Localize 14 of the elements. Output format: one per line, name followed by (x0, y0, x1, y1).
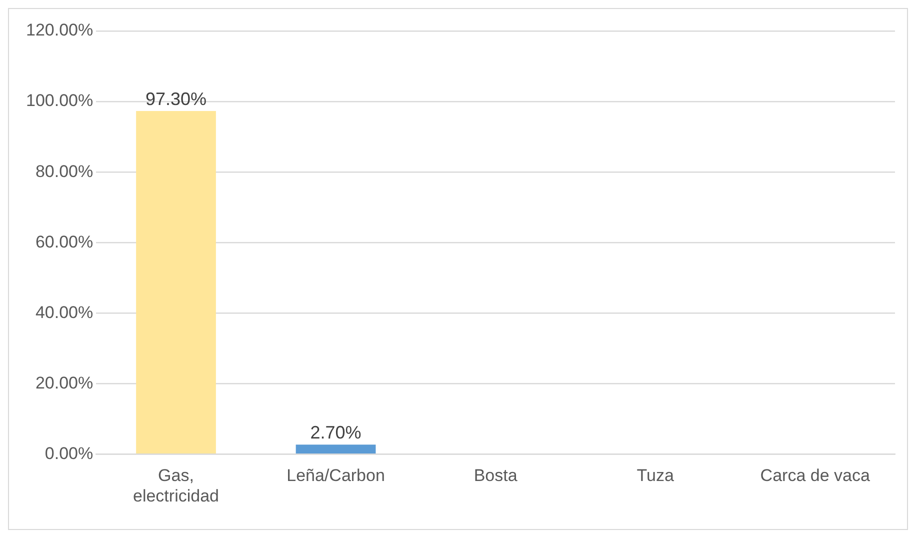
y-tick-label: 120.00% (26, 20, 94, 40)
y-tick-label: 20.00% (35, 373, 94, 392)
x-tick-label: Tuza (636, 466, 674, 486)
data-label: 2.70% (310, 422, 362, 443)
y-tick-label: 40.00% (35, 302, 94, 322)
y-tick-label: 80.00% (35, 162, 94, 181)
y-tick-label: 100.00% (26, 91, 94, 110)
y-tick-label: 60.00% (35, 232, 94, 252)
x-tick-label: Bosta (474, 466, 518, 486)
y-tick-label: 0.00% (44, 444, 94, 463)
x-tick-label: Gas, electricidad (133, 466, 219, 506)
data-label: 97.30% (145, 89, 207, 110)
x-tick-label: Carca de vaca (760, 466, 870, 486)
x-tick-label: Leña/Carbon (286, 466, 385, 486)
